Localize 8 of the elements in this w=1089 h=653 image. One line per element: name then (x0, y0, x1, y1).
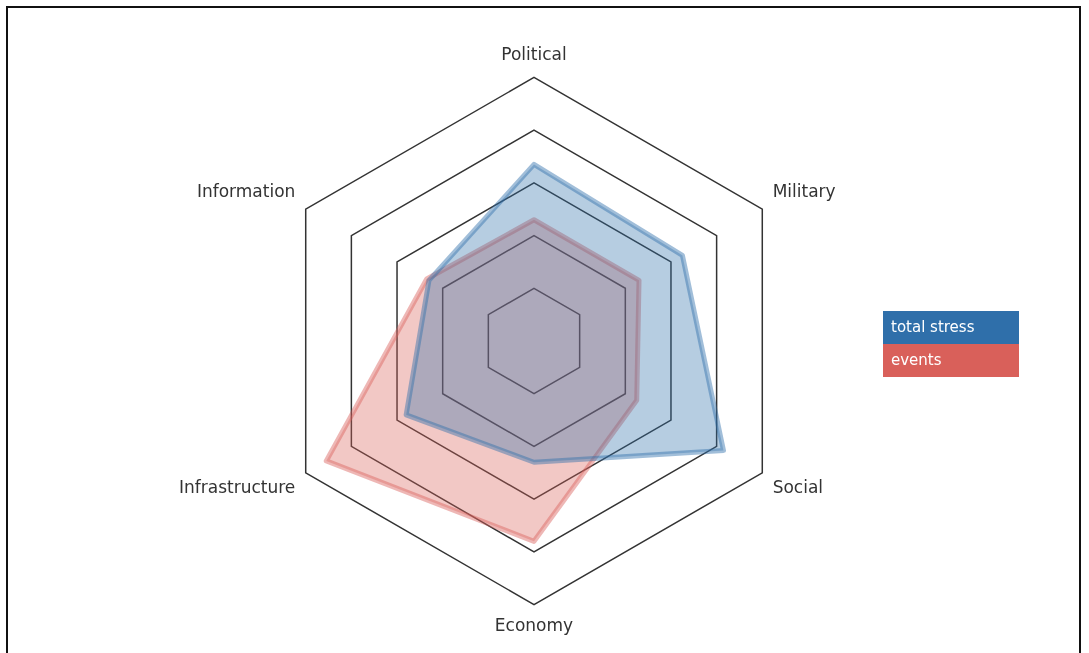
spoke-label: Political (501, 43, 567, 64)
spoke-label: Economy (494, 615, 574, 636)
text: events (883, 344, 1019, 377)
spoke-label: Military (772, 181, 836, 202)
spoke-label: Information (196, 181, 296, 202)
spoke-label: Social (772, 477, 824, 498)
text: total stress (883, 311, 1019, 344)
spoke-label: Infrastructure (179, 477, 296, 498)
